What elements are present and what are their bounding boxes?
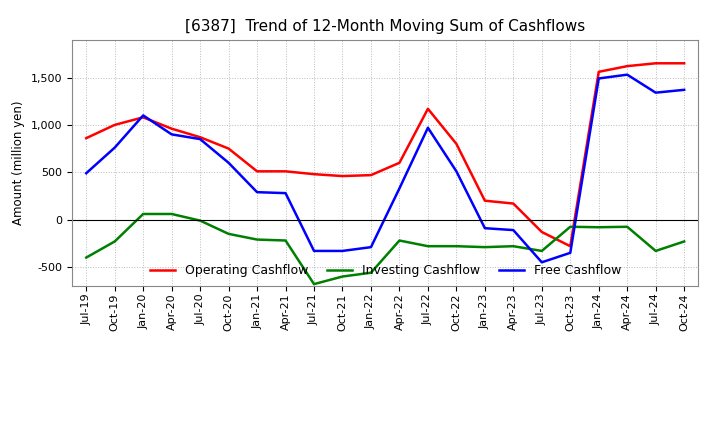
Investing Cashflow: [366, 270, 375, 275]
Investing Cashflow: [509, 244, 518, 249]
Investing Cashflow: [196, 218, 204, 223]
Investing Cashflow: [82, 255, 91, 260]
Free Cashflow: [595, 76, 603, 81]
Free Cashflow: [395, 186, 404, 191]
Free Cashflow: [509, 227, 518, 233]
Free Cashflow: [566, 250, 575, 256]
Free Cashflow: [338, 248, 347, 253]
Operating Cashflow: [139, 115, 148, 120]
Operating Cashflow: [253, 169, 261, 174]
Free Cashflow: [423, 125, 432, 130]
Operating Cashflow: [480, 198, 489, 203]
Investing Cashflow: [423, 244, 432, 249]
Operating Cashflow: [225, 146, 233, 151]
Operating Cashflow: [423, 106, 432, 111]
Investing Cashflow: [110, 239, 119, 244]
Free Cashflow: [167, 132, 176, 137]
Operating Cashflow: [82, 136, 91, 141]
Operating Cashflow: [452, 141, 461, 147]
Investing Cashflow: [395, 238, 404, 243]
Investing Cashflow: [310, 282, 318, 287]
Free Cashflow: [82, 171, 91, 176]
Line: Operating Cashflow: Operating Cashflow: [86, 63, 684, 246]
Line: Free Cashflow: Free Cashflow: [86, 75, 684, 262]
Free Cashflow: [680, 87, 688, 92]
Investing Cashflow: [338, 274, 347, 279]
Free Cashflow: [452, 169, 461, 174]
Investing Cashflow: [225, 231, 233, 237]
Legend: Operating Cashflow, Investing Cashflow, Free Cashflow: Operating Cashflow, Investing Cashflow, …: [145, 259, 626, 282]
Investing Cashflow: [452, 244, 461, 249]
Investing Cashflow: [282, 238, 290, 243]
Investing Cashflow: [623, 224, 631, 229]
Title: [6387]  Trend of 12-Month Moving Sum of Cashflows: [6387] Trend of 12-Month Moving Sum of C…: [185, 19, 585, 34]
Operating Cashflow: [652, 61, 660, 66]
Operating Cashflow: [395, 160, 404, 165]
Operating Cashflow: [623, 63, 631, 69]
Investing Cashflow: [595, 224, 603, 230]
Operating Cashflow: [566, 244, 575, 249]
Free Cashflow: [623, 72, 631, 77]
Operating Cashflow: [282, 169, 290, 174]
Free Cashflow: [480, 226, 489, 231]
Operating Cashflow: [595, 69, 603, 74]
Investing Cashflow: [253, 237, 261, 242]
Free Cashflow: [225, 160, 233, 165]
Free Cashflow: [282, 191, 290, 196]
Investing Cashflow: [167, 211, 176, 216]
Investing Cashflow: [566, 224, 575, 229]
Free Cashflow: [537, 260, 546, 265]
Y-axis label: Amount (million yen): Amount (million yen): [12, 101, 25, 225]
Operating Cashflow: [509, 201, 518, 206]
Investing Cashflow: [680, 239, 688, 244]
Free Cashflow: [253, 190, 261, 195]
Operating Cashflow: [366, 172, 375, 178]
Free Cashflow: [196, 136, 204, 142]
Investing Cashflow: [652, 248, 660, 253]
Line: Investing Cashflow: Investing Cashflow: [86, 214, 684, 284]
Free Cashflow: [110, 145, 119, 150]
Investing Cashflow: [537, 248, 546, 253]
Free Cashflow: [366, 245, 375, 250]
Operating Cashflow: [110, 122, 119, 128]
Investing Cashflow: [480, 245, 489, 250]
Operating Cashflow: [338, 173, 347, 179]
Operating Cashflow: [310, 172, 318, 177]
Operating Cashflow: [167, 126, 176, 131]
Free Cashflow: [652, 90, 660, 95]
Investing Cashflow: [139, 211, 148, 216]
Free Cashflow: [139, 113, 148, 118]
Free Cashflow: [310, 248, 318, 253]
Operating Cashflow: [680, 61, 688, 66]
Operating Cashflow: [196, 135, 204, 140]
Operating Cashflow: [537, 229, 546, 235]
